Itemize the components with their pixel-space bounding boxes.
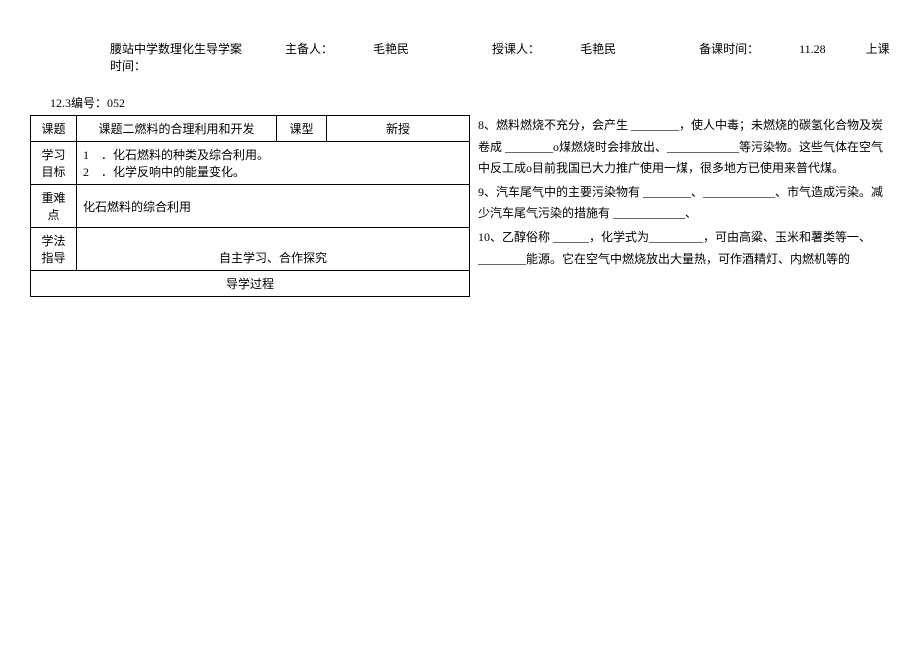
main-content: 课题 课题二燃料的合理利用和开发 课型 新授 学习目标 1 ．化石燃料的种类及综… [30, 115, 890, 297]
main-preparer-label: 主备人： [285, 42, 333, 56]
method-label-cell: 学法指导 [31, 228, 77, 271]
prep-time-value: 11.28 [799, 42, 826, 56]
main-preparer-group: 主备人： 毛艳民 [285, 42, 452, 56]
teacher-group: 授课人： 毛艳民 [492, 42, 659, 56]
teacher-value: 毛艳民 [580, 42, 616, 56]
main-preparer-value: 毛艳民 [373, 42, 409, 56]
keypoint-value-cell: 化石燃料的综合利用 [77, 185, 470, 228]
serial-number: 052 [107, 96, 125, 110]
topic-label-cell: 课题 [31, 116, 77, 142]
serial-prefix: 12.3编号： [50, 96, 107, 110]
goal-line-2: 2 ．化学反响中的能量变化。 [83, 163, 463, 180]
question-9: 9、汽车尾气中的主要污染物有 ________、____________、市气造… [478, 182, 890, 225]
keypoint-label-cell: 重难点 [31, 185, 77, 228]
topic-value-cell: 课题二燃料的合理利用和开发 [77, 116, 277, 142]
method-value-cell: 自主学习、合作探究 [77, 228, 470, 271]
school-title: 腰站中学数理化生导学案 [110, 42, 242, 56]
type-value-cell: 新授 [327, 116, 470, 142]
question-10: 10、乙醇俗称 ______，化学式为_________，可由高粱、玉米和薯类等… [478, 227, 890, 270]
goal-label-cell: 学习目标 [31, 142, 77, 185]
goal-line-1: 1 ．化石燃料的种类及综合利用。 [83, 146, 463, 163]
teacher-label: 授课人： [492, 42, 540, 56]
serial-number-line: 12.3编号：052 [50, 94, 890, 111]
goal-value-cell: 1 ．化石燃料的种类及综合利用。 2 ．化学反响中的能量变化。 [77, 142, 470, 185]
prep-time-label: 备课时间： [699, 42, 759, 56]
process-label-cell: 导学过程 [31, 271, 470, 297]
document-header: 腰站中学数理化生导学案 主备人：毛艳民 授课人：毛艳民 备课时间：11.28上课… [110, 40, 890, 74]
question-8: 8、燃料燃烧不充分，会产生 ________，使人中毒；未燃烧的碳氢化合物及炭卷… [478, 115, 890, 180]
lesson-info-table: 课题 课题二燃料的合理利用和开发 课型 新授 学习目标 1 ．化石燃料的种类及综… [30, 115, 470, 297]
questions-section: 8、燃料燃烧不充分，会产生 ________，使人中毒；未燃烧的碳氢化合物及炭卷… [470, 115, 890, 297]
type-label-cell: 课型 [277, 116, 327, 142]
